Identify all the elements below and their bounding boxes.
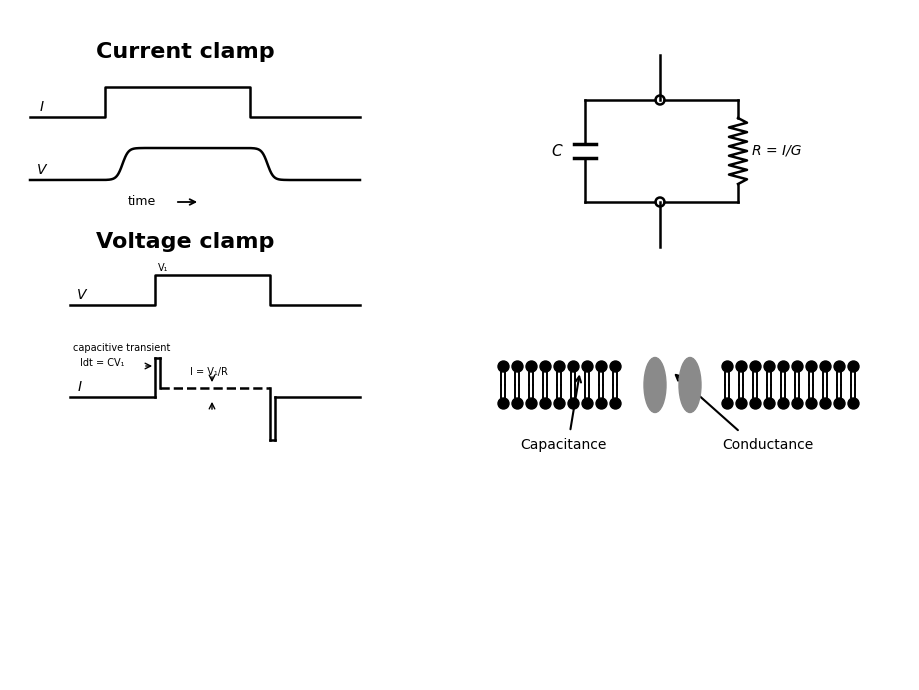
Circle shape [539, 361, 550, 372]
Circle shape [721, 398, 732, 409]
Circle shape [596, 398, 607, 409]
Circle shape [609, 398, 620, 409]
Text: Idt = CV₁: Idt = CV₁ [80, 358, 124, 368]
Circle shape [805, 398, 816, 409]
Circle shape [567, 398, 578, 409]
Text: I: I [40, 100, 44, 114]
Circle shape [497, 398, 508, 409]
Circle shape [791, 361, 802, 372]
Text: Current clamp: Current clamp [96, 42, 274, 62]
Circle shape [553, 398, 564, 409]
Circle shape [539, 398, 550, 409]
Circle shape [777, 361, 789, 372]
Circle shape [567, 361, 578, 372]
Circle shape [497, 361, 508, 372]
Circle shape [609, 361, 620, 372]
Circle shape [512, 398, 522, 409]
Circle shape [834, 398, 844, 409]
Circle shape [735, 398, 746, 409]
Circle shape [721, 361, 732, 372]
Circle shape [512, 361, 522, 372]
Ellipse shape [678, 357, 700, 413]
Circle shape [777, 398, 789, 409]
Circle shape [526, 361, 537, 372]
Circle shape [819, 361, 830, 372]
Circle shape [847, 398, 858, 409]
Text: V₁: V₁ [158, 263, 168, 273]
Circle shape [582, 361, 593, 372]
Circle shape [553, 361, 564, 372]
Circle shape [763, 398, 774, 409]
Text: I: I [78, 380, 82, 394]
Text: Capacitance: Capacitance [519, 438, 606, 452]
Circle shape [596, 361, 607, 372]
Text: capacitive transient: capacitive transient [73, 343, 170, 353]
Ellipse shape [643, 357, 665, 413]
Circle shape [791, 398, 802, 409]
Circle shape [819, 398, 830, 409]
Circle shape [834, 361, 844, 372]
Text: Conductance: Conductance [721, 438, 812, 452]
Circle shape [582, 398, 593, 409]
Circle shape [763, 361, 774, 372]
Circle shape [749, 398, 760, 409]
Circle shape [735, 361, 746, 372]
Text: time: time [128, 195, 156, 208]
Text: C: C [551, 144, 562, 159]
Circle shape [847, 361, 858, 372]
Circle shape [805, 361, 816, 372]
Circle shape [526, 398, 537, 409]
Text: Voltage clamp: Voltage clamp [96, 232, 274, 252]
Circle shape [749, 361, 760, 372]
Text: R = I/G: R = I/G [751, 144, 800, 158]
Text: V: V [77, 288, 86, 302]
Text: I = V₁/R: I = V₁/R [190, 367, 228, 377]
Text: V: V [37, 163, 47, 177]
